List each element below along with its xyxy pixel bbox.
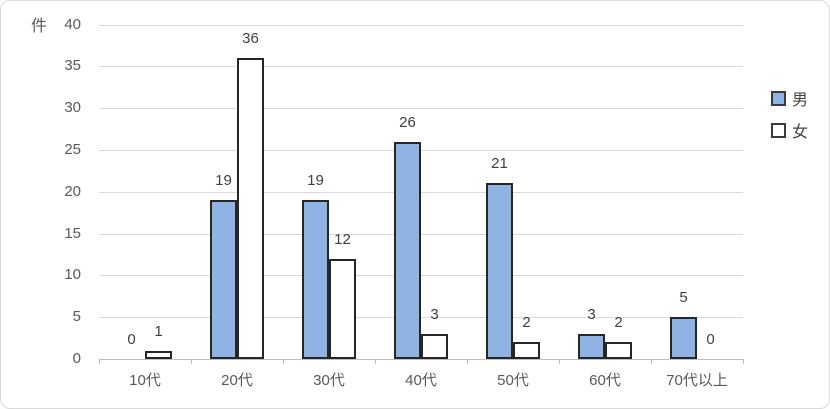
- y-tick-label: 40: [64, 15, 81, 33]
- bar-male: [302, 200, 329, 359]
- bar-male: [210, 200, 237, 359]
- data-label-female: 1: [154, 322, 163, 340]
- x-axis-label: 50代: [497, 372, 529, 389]
- bar-female: [329, 258, 356, 359]
- axis-tick: [283, 359, 284, 364]
- axis-tick: [191, 359, 192, 364]
- data-label-male: 19: [215, 172, 232, 190]
- y-tick-label: 20: [64, 182, 81, 200]
- gridline: [99, 108, 743, 110]
- y-tick-label: 25: [64, 140, 81, 158]
- y-tick-label: 30: [64, 99, 81, 117]
- bar-female: [421, 333, 448, 359]
- axis-tick: [375, 359, 376, 364]
- gridline: [99, 275, 743, 277]
- data-label-male: 3: [587, 305, 596, 323]
- y-tick-label: 35: [64, 57, 81, 75]
- data-label-female: 0: [706, 331, 715, 348]
- bar-female: [513, 342, 540, 359]
- legend-swatch-female: [771, 122, 786, 138]
- bar-female: [237, 57, 264, 359]
- y-axis-title: 件: [31, 18, 48, 35]
- y-tick-label: 0: [72, 350, 81, 367]
- x-axis-label: 40代: [405, 372, 437, 389]
- bar-female: [605, 342, 632, 359]
- data-label-male: 26: [399, 113, 416, 131]
- legend-label-female: 女: [792, 124, 809, 141]
- bar-male: [394, 141, 421, 359]
- y-tick-label: 5: [72, 308, 81, 326]
- data-label-female: 2: [614, 314, 623, 332]
- data-label-male: 21: [491, 155, 508, 173]
- x-axis-label: 10代: [129, 372, 161, 389]
- x-axis-label: 30代: [313, 372, 345, 389]
- y-tick-label: 10: [64, 266, 81, 284]
- y-tick-label: 15: [64, 224, 81, 242]
- legend-item-male: 男: [771, 88, 809, 109]
- gridline: [99, 149, 743, 151]
- data-label-male: 0: [127, 331, 136, 348]
- gridline: [99, 191, 743, 193]
- data-label-female: 3: [430, 305, 439, 323]
- gridline: [99, 233, 743, 235]
- data-label-female: 2: [522, 314, 531, 332]
- bar-male: [486, 183, 513, 359]
- data-label-male: 19: [307, 172, 324, 190]
- x-axis-label: 20代: [221, 372, 253, 389]
- data-label-female: 12: [334, 230, 351, 248]
- x-axis-label: 70代以上: [666, 372, 728, 389]
- data-label-female: 36: [242, 29, 259, 47]
- axis-tick: [99, 359, 100, 364]
- gridline: [99, 24, 743, 26]
- gridline: [99, 66, 743, 68]
- legend: 男女: [771, 88, 808, 152]
- x-axis-label: 60代: [589, 372, 621, 389]
- bar-male: [670, 317, 697, 359]
- bar-female: [145, 350, 172, 359]
- axis-tick: [743, 359, 744, 364]
- gridline: [99, 317, 743, 319]
- legend-label-male: 男: [792, 92, 809, 109]
- legend-swatch-male: [771, 90, 786, 106]
- axis-tick: [559, 359, 560, 364]
- legend-item-female: 女: [771, 120, 809, 141]
- axis-tick: [467, 359, 468, 364]
- axis-tick: [651, 359, 652, 364]
- x-axis-line: [99, 359, 744, 360]
- bar-male: [578, 333, 605, 359]
- data-label-male: 5: [679, 289, 688, 307]
